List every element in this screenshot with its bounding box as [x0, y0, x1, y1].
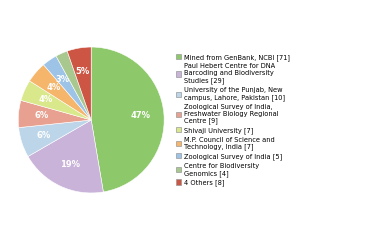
Text: 5%: 5%	[76, 66, 90, 76]
Text: 6%: 6%	[37, 131, 51, 140]
Wedge shape	[67, 47, 91, 120]
Wedge shape	[56, 51, 91, 120]
Text: 4%: 4%	[46, 83, 61, 92]
Wedge shape	[44, 56, 91, 120]
Wedge shape	[18, 100, 91, 128]
Text: 4%: 4%	[39, 95, 53, 104]
Text: 6%: 6%	[35, 111, 49, 120]
Wedge shape	[28, 120, 103, 193]
Wedge shape	[30, 65, 91, 120]
Wedge shape	[91, 47, 164, 192]
Text: 19%: 19%	[60, 160, 80, 169]
Legend: Mined from GenBank, NCBI [71], Paul Hebert Centre for DNA
Barcoding and Biodiver: Mined from GenBank, NCBI [71], Paul Hebe…	[176, 54, 290, 186]
Text: 3%: 3%	[56, 75, 70, 84]
Wedge shape	[21, 81, 91, 120]
Text: 47%: 47%	[131, 111, 150, 120]
Wedge shape	[19, 120, 91, 156]
